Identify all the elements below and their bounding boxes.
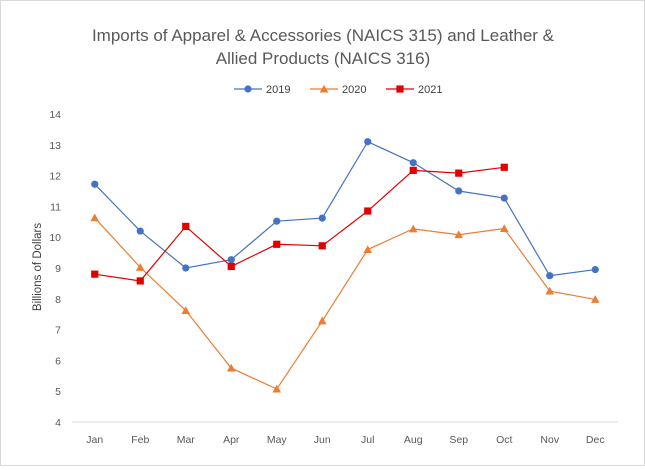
data-point-2019-Oct <box>500 194 508 202</box>
y-tick-label: 9 <box>55 263 61 275</box>
data-point-2021-Jul <box>364 207 372 215</box>
legend-item-2021: 2021 <box>386 84 442 96</box>
data-point-2021-Aug <box>409 166 417 174</box>
series-2020 <box>90 213 600 393</box>
series-2019 <box>91 138 599 280</box>
data-point-2021-Jun <box>318 242 326 250</box>
x-tick-label: Nov <box>540 434 559 446</box>
y-tick-label: 4 <box>55 417 61 429</box>
data-point-2020-Jun <box>317 316 327 325</box>
y-axis: 4 5 6 7 8 9 10 11 12 13 14 <box>49 109 61 429</box>
y-tick-label: 10 <box>49 232 61 244</box>
legend-item-2020: 2020 <box>310 84 366 96</box>
x-tick-label: Sep <box>449 434 468 446</box>
data-point-2020-Dec <box>590 295 600 303</box>
data-point-2019-Aug <box>409 159 417 167</box>
data-point-2020-Aug <box>408 224 418 233</box>
data-point-2021-Mar <box>182 222 190 231</box>
chart-title-line-2: Allied Products (NAICS 316) <box>216 49 430 68</box>
data-point-2020-Sep <box>454 230 464 239</box>
x-tick-label: Mar <box>177 434 196 446</box>
legend-label-2021: 2021 <box>418 84 442 96</box>
y-tick-label: 13 <box>49 140 61 152</box>
legend-item-2019: 2019 <box>234 84 290 96</box>
data-point-2020-Nov <box>545 286 555 295</box>
data-point-2021-Oct <box>500 163 508 171</box>
x-axis: Jan Feb Mar Apr May Jun Jul Aug Sep Oct Nov Dec <box>72 421 618 446</box>
x-tick-label: Apr <box>223 434 240 446</box>
data-point-2019-Mar <box>182 264 190 272</box>
data-point-2021-Apr <box>227 262 235 271</box>
plot-area <box>90 138 600 393</box>
y-tick-label: 12 <box>49 171 61 183</box>
data-point-2020-Oct <box>499 224 509 233</box>
data-point-2019-Apr <box>227 256 235 264</box>
data-point-2019-Feb <box>136 227 144 235</box>
data-point-2019-Jun <box>318 214 326 222</box>
x-tick-label: Oct <box>496 434 512 446</box>
y-tick-label: 7 <box>55 325 61 337</box>
data-point-2021-Jan <box>91 270 99 278</box>
series-line-2019 <box>94 140 596 277</box>
x-tick-label: May <box>267 434 288 446</box>
series-2021 <box>91 163 508 285</box>
chart-title-line-1: Imports of Apparel & Accessories (NAICS … <box>92 26 555 45</box>
series-line-2020 <box>94 217 596 390</box>
data-point-2020-Apr <box>226 363 236 372</box>
legend-marker-2019 <box>244 85 252 93</box>
data-point-2019-Nov <box>546 272 554 280</box>
x-tick-label: Jul <box>361 434 374 446</box>
data-point-2020-Mar <box>181 306 191 314</box>
legend-label-2019: 2019 <box>266 84 290 96</box>
x-tick-label: Jan <box>86 434 103 446</box>
y-tick-label: 14 <box>49 109 61 121</box>
legend-label-2020: 2020 <box>342 84 366 96</box>
data-point-2020-May <box>272 384 282 393</box>
x-tick-label: Jun <box>314 434 331 446</box>
y-axis-label: Billions of Dollars <box>32 223 44 311</box>
data-point-2019-Dec <box>591 265 599 274</box>
x-tick-label: Dec <box>586 434 605 446</box>
x-tick-label: Aug <box>404 434 423 446</box>
y-tick-label: 5 <box>55 386 61 398</box>
data-point-2020-Feb <box>135 263 145 271</box>
data-point-2019-Jul <box>364 138 372 146</box>
chart-legend: 2019 2020 2021 <box>234 84 442 96</box>
data-point-2021-Feb <box>136 277 144 285</box>
data-point-2019-Sep <box>455 187 463 195</box>
y-tick-label: 8 <box>55 294 61 306</box>
data-point-2020-Jul <box>363 245 373 253</box>
legend-marker-2020 <box>319 84 329 93</box>
data-point-2020-Jan <box>90 213 100 222</box>
chart-title: Imports of Apparel & Accessories (NAICS … <box>92 26 555 68</box>
data-point-2019-Jan <box>91 180 99 188</box>
data-point-2021-Sep <box>455 169 463 177</box>
data-point-2019-May <box>273 217 281 225</box>
y-tick-label: 6 <box>55 355 61 367</box>
y-tick-label: 11 <box>50 201 61 213</box>
legend-marker-2021 <box>396 85 404 93</box>
series-line-2021 <box>94 166 505 282</box>
x-tick-label: Feb <box>131 434 149 446</box>
data-point-2021-May <box>273 240 281 248</box>
